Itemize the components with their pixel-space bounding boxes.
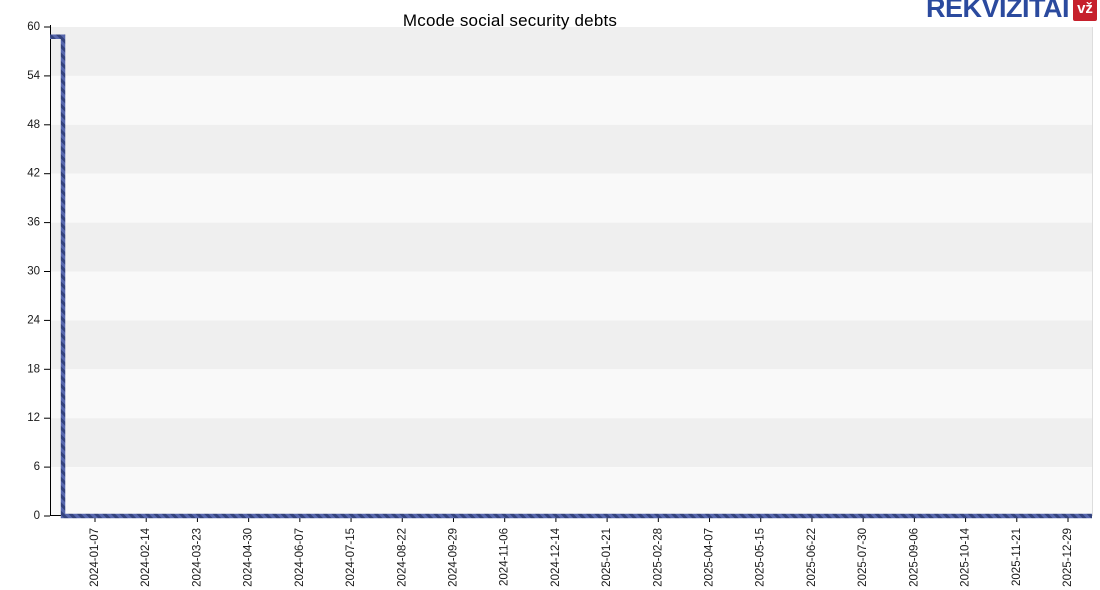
x-tick-label: 2024-06-07	[294, 528, 306, 587]
y-tick-label: 0	[34, 510, 40, 522]
y-tick-label: 36	[27, 217, 40, 229]
x-tick-label: 2025-09-06	[908, 528, 920, 587]
rekvizitai-logo[interactable]: REKVIZITAI vž	[926, 0, 1097, 22]
vz-logo-badge-icon: vž	[1073, 0, 1097, 21]
x-tick-label: 2025-10-14	[960, 527, 972, 586]
x-tick-label: 2025-01-21	[601, 528, 613, 587]
y-tick-label: 6	[34, 461, 40, 473]
chart-title: Mcode social security debts	[402, 11, 618, 30]
x-tick-label: 2025-04-07	[704, 528, 716, 587]
y-tick-label: 18	[27, 363, 40, 375]
plot-band	[50, 75, 1092, 125]
x-tick-label: 2025-11-21	[1011, 528, 1023, 586]
x-tick-label: 2024-04-30	[243, 528, 255, 587]
plot-band	[50, 222, 1092, 272]
plot-band	[50, 27, 1092, 76]
y-tick-label: 60	[27, 21, 40, 33]
plot-band	[50, 369, 1092, 419]
plot-band	[50, 124, 1092, 174]
x-tick-label: 2025-05-15	[755, 528, 767, 587]
plot-band	[50, 418, 1092, 468]
x-tick-label: 2024-02-14	[140, 527, 152, 586]
y-tick-label: 12	[27, 412, 40, 424]
plot-band	[50, 320, 1092, 370]
x-tick-label: 2024-08-22	[396, 528, 408, 587]
rekvizitai-logo-text: REKVIZITAI	[926, 0, 1070, 23]
x-tick-label: 2024-01-07	[89, 528, 101, 587]
x-tick-label: 2025-06-22	[806, 528, 818, 587]
series-line	[50, 34, 1092, 519]
plot-band	[50, 271, 1092, 321]
y-tick-label: 30	[27, 266, 40, 278]
x-tick-label: 2024-11-06	[499, 528, 511, 586]
x-tick-label: 2025-02-28	[652, 528, 664, 587]
x-tick-label: 2025-12-29	[1062, 528, 1074, 587]
y-tick-label: 42	[27, 168, 40, 180]
x-tick-label: 2025-07-30	[857, 528, 869, 587]
x-tick-label: 2024-03-23	[191, 528, 203, 587]
y-tick-label: 48	[27, 119, 40, 131]
plot-band	[50, 173, 1092, 223]
plot-band	[50, 467, 1092, 516]
x-tick-label: 2024-09-29	[447, 528, 459, 587]
y-tick-label: 54	[27, 70, 40, 82]
x-tick-label: 2024-12-14	[550, 527, 562, 586]
y-tick-label: 24	[27, 314, 40, 326]
x-tick-label: 2024-07-15	[345, 528, 357, 587]
